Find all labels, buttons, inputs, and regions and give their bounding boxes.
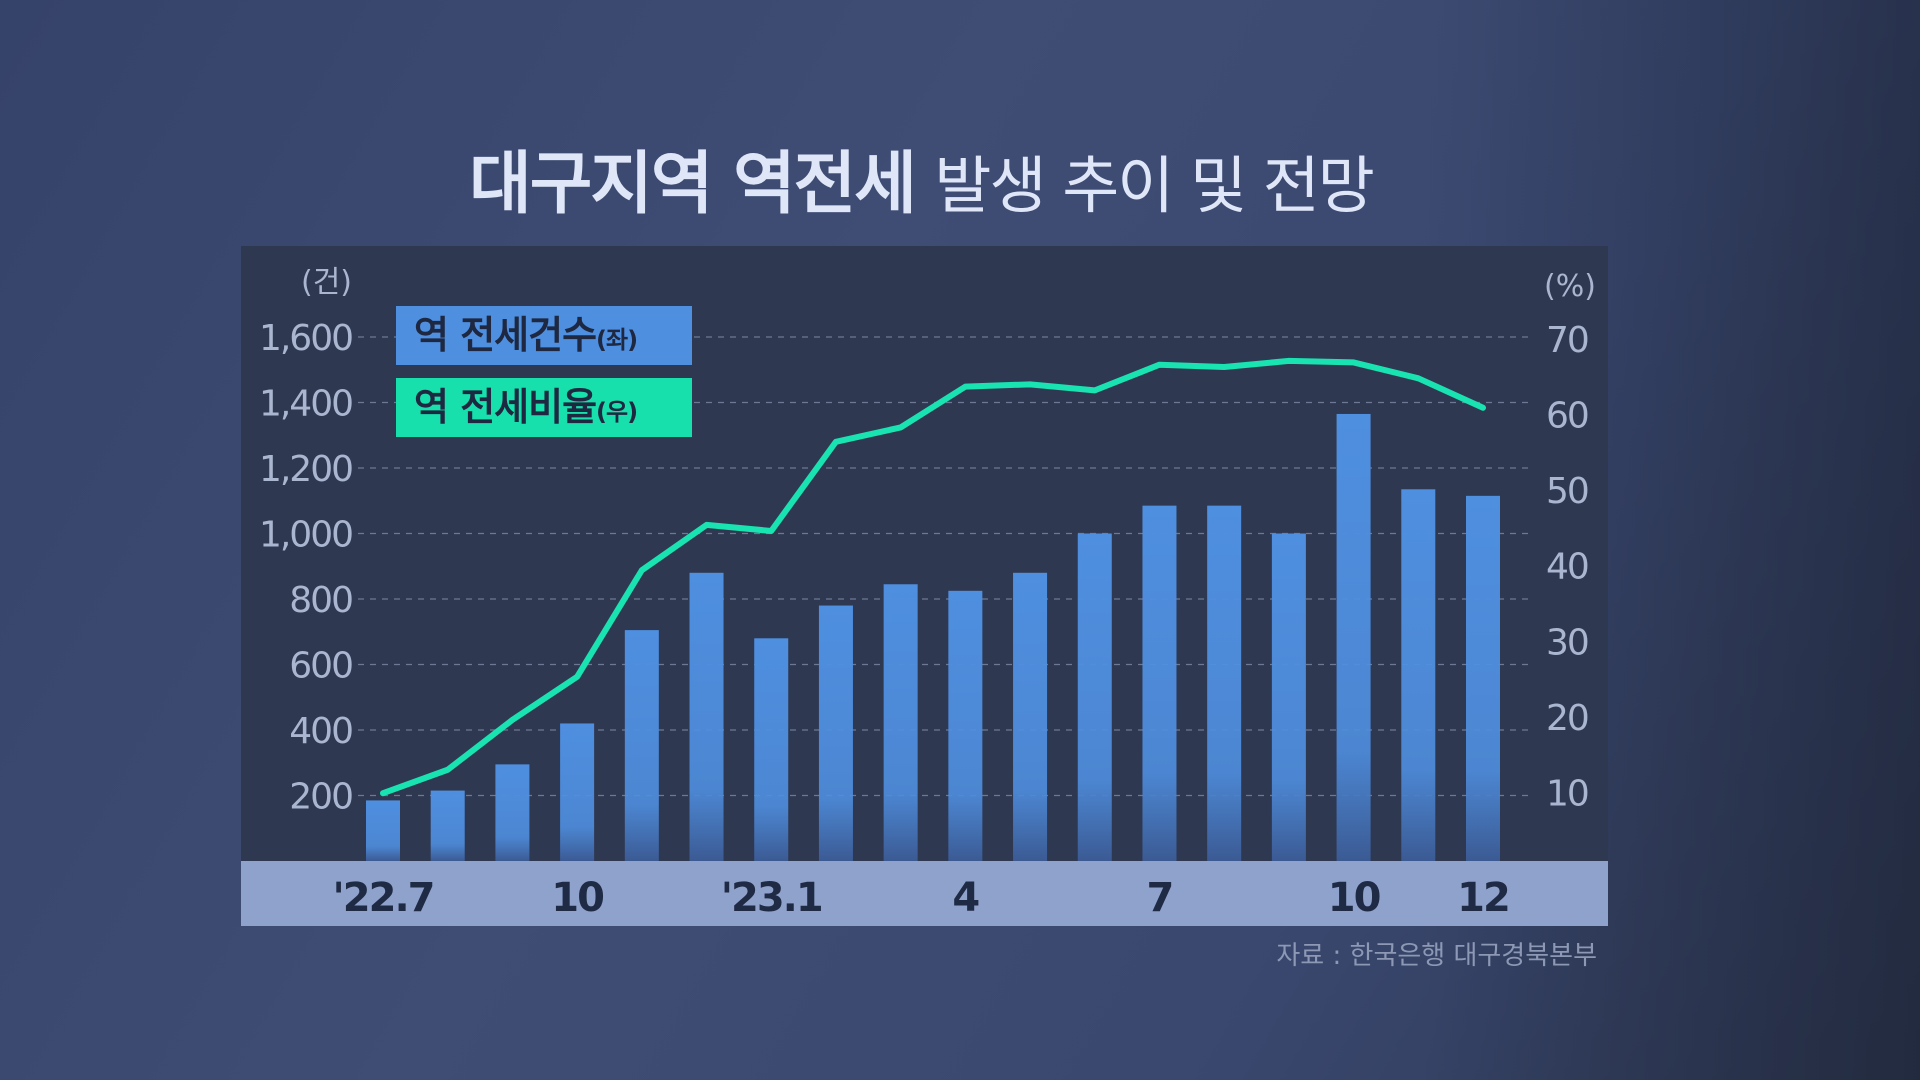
left-tick-label: 800 [289, 580, 352, 621]
legend-line: 역 전세비율(우) [396, 378, 692, 437]
x-tick-label: '23.1 [721, 875, 822, 921]
legend-bar-label: 역 전세건수 [414, 313, 597, 357]
left-tick-label: 400 [289, 711, 352, 752]
left-axis-unit: (건) [301, 265, 352, 300]
legend-bar-note: (좌) [596, 326, 638, 354]
source-note: 자료 : 한국은행 대구경북본부 [1276, 941, 1597, 971]
bar [883, 584, 918, 861]
chart-title: 대구지역 역전세 발생 추이 및 전망 [0, 128, 1842, 227]
bar [366, 800, 400, 861]
x-tick-label: 12 [1457, 875, 1509, 921]
right-tick-label: 70 [1546, 320, 1588, 361]
bar [624, 630, 659, 861]
left-tick-label: 1,200 [259, 449, 352, 490]
bar [430, 790, 465, 861]
x-axis-band [241, 861, 1608, 926]
right-tick-label: 10 [1546, 773, 1588, 814]
right-tick-label: 60 [1546, 396, 1588, 437]
bar [1077, 533, 1112, 861]
x-tick-label: 10 [551, 875, 603, 921]
bar [1336, 413, 1371, 861]
left-tick-label: 1,400 [259, 384, 352, 425]
left-tick-label: 1,600 [259, 318, 352, 359]
left-tick-label: 200 [289, 777, 352, 818]
x-tick-label: 10 [1328, 875, 1380, 921]
left-tick-label: 600 [289, 646, 352, 687]
x-tick-label: 4 [952, 875, 978, 921]
bar [1271, 533, 1306, 861]
legend-bar: 역 전세건수(좌) [396, 306, 692, 365]
right-tick-label: 50 [1546, 471, 1588, 512]
title-bold: 대구지역 역전세 [469, 145, 917, 224]
bar [495, 764, 530, 861]
bar [948, 590, 983, 861]
bar [818, 605, 853, 861]
right-tick-label: 20 [1546, 698, 1588, 739]
legend-line-label: 역 전세비율 [414, 385, 597, 429]
legend-line-note: (우) [596, 398, 638, 426]
bar [1466, 495, 1500, 861]
ratio-line [380, 357, 1486, 797]
title-rest: 발생 추이 및 전망 [934, 149, 1374, 222]
right-axis-unit: (%) [1544, 269, 1596, 304]
right-tick-label: 40 [1546, 547, 1588, 588]
bar [754, 638, 789, 861]
x-tick-label: 7 [1147, 875, 1173, 921]
bar [1142, 505, 1177, 861]
left-tick-label: 1,000 [259, 515, 352, 556]
x-tick-label: '22.7 [333, 875, 434, 921]
bar [1401, 489, 1436, 861]
bar [1013, 572, 1048, 861]
bar [560, 723, 595, 861]
bar [1207, 505, 1242, 861]
right-tick-label: 30 [1546, 622, 1588, 663]
bar [689, 572, 724, 861]
